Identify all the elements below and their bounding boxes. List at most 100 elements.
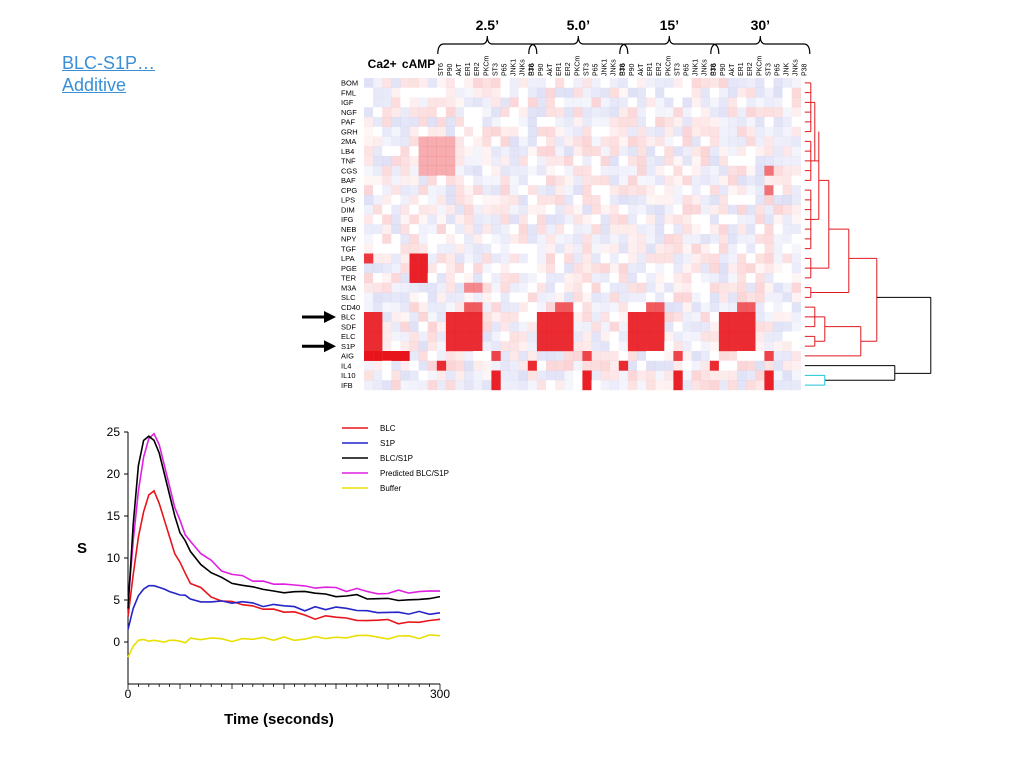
row-label: NPY xyxy=(341,235,356,244)
heatmap-cell xyxy=(455,185,465,196)
heatmap-cell xyxy=(427,156,437,166)
heatmap-cell xyxy=(536,380,547,391)
heatmap-cell xyxy=(773,292,783,303)
heatmap-cell xyxy=(464,117,474,127)
heatmap-cell xyxy=(655,360,665,371)
y-axis-label: S xyxy=(77,540,87,557)
heatmap-cell xyxy=(455,204,465,215)
heatmap-cell xyxy=(582,87,592,98)
heatmap-cell xyxy=(491,253,501,264)
heatmap-cell xyxy=(618,136,629,147)
heatmap-cell xyxy=(709,273,720,283)
heatmap-cell xyxy=(718,380,729,391)
heatmap-cell xyxy=(427,117,437,127)
heatmap-cell xyxy=(418,97,428,108)
heatmap-cell xyxy=(627,341,638,352)
heatmap-cell xyxy=(718,97,729,108)
heatmap-cell xyxy=(782,204,792,215)
heatmap-cell xyxy=(746,243,756,254)
heatmap-cell xyxy=(482,185,492,196)
heatmap-cell xyxy=(536,87,547,98)
heatmap-cell xyxy=(418,78,428,88)
heatmap-cell xyxy=(373,331,383,342)
heatmap-cell xyxy=(773,321,783,332)
title-line-2[interactable]: Additive xyxy=(62,75,127,95)
heatmap-cell xyxy=(500,165,510,176)
heatmap-cell xyxy=(764,360,774,371)
heatmap-cell xyxy=(564,107,574,118)
heatmap-cell xyxy=(737,273,747,283)
column-label: JNKs xyxy=(702,59,709,76)
heatmap-cell xyxy=(682,165,692,176)
heatmap-cell xyxy=(655,136,665,147)
heatmap-cell xyxy=(655,341,665,352)
heatmap-cell xyxy=(673,282,683,293)
heatmap-cell xyxy=(709,175,720,186)
heatmap-cell xyxy=(509,253,519,264)
heatmap-cell xyxy=(728,341,738,352)
heatmap-cell xyxy=(527,234,538,244)
heatmap-cell xyxy=(364,146,374,157)
heatmap-cell xyxy=(709,126,720,137)
heatmap-cell xyxy=(646,156,656,166)
heatmap-cell xyxy=(591,351,601,361)
heatmap-cell xyxy=(373,360,383,371)
heatmap-cell xyxy=(637,351,647,361)
heatmap-cell xyxy=(455,224,465,235)
heatmap-cell xyxy=(618,243,629,254)
heatmap-cell xyxy=(791,341,801,352)
heatmap-cell xyxy=(536,224,547,235)
heatmap-cell xyxy=(373,185,383,196)
heatmap-cell xyxy=(764,224,774,235)
slide-title-link[interactable]: BLC-S1P… Additive xyxy=(62,52,155,96)
column-label: P90 xyxy=(538,63,545,76)
heatmap-cell xyxy=(527,331,538,342)
heatmap-cell xyxy=(618,312,629,322)
heatmap-cell xyxy=(764,263,774,274)
heatmap-cell xyxy=(673,312,683,322)
heatmap-cell xyxy=(527,302,538,313)
heatmap-cell xyxy=(591,253,601,264)
heatmap-cell xyxy=(409,282,419,293)
heatmap-cell xyxy=(691,263,701,274)
heatmap-cell xyxy=(673,263,683,274)
group-label: cAMP xyxy=(402,57,435,71)
heatmap-cell xyxy=(373,273,383,283)
heatmap-cell xyxy=(382,87,392,98)
heatmap-cell xyxy=(409,156,419,166)
title-line-1[interactable]: BLC-S1P… xyxy=(62,53,156,73)
heatmap-cell xyxy=(591,292,601,303)
heatmap-cell xyxy=(391,97,401,108)
heatmap-cell xyxy=(664,380,674,391)
heatmap-cell xyxy=(746,78,756,88)
heatmap-cell xyxy=(518,214,528,225)
heatmap-cell xyxy=(500,253,510,264)
row-labels: BOMFMLIGFNGFPAFGRH2MALB4TNFCGSBAFCPGLPSD… xyxy=(341,79,360,390)
heatmap-cell xyxy=(755,253,765,264)
heatmap-cell xyxy=(500,195,510,205)
heatmap-cell xyxy=(427,97,437,108)
heatmap-cell xyxy=(391,321,401,332)
column-label: P38 xyxy=(802,63,809,76)
heatmap-cell xyxy=(464,97,474,108)
heatmap-cell xyxy=(500,204,510,215)
heatmap-cell xyxy=(791,156,801,166)
heatmap-cell xyxy=(391,185,401,196)
heatmap-cell xyxy=(637,263,647,274)
heatmap-cell xyxy=(391,331,401,342)
heatmap-cell xyxy=(455,165,465,176)
heatmap-cell xyxy=(509,136,519,147)
heatmap-cell xyxy=(400,175,410,186)
heatmap-cell xyxy=(373,214,383,225)
heatmap-cell xyxy=(518,78,528,88)
heatmap-cell xyxy=(418,195,428,205)
heatmap-cell xyxy=(464,380,474,391)
heatmap-cell xyxy=(382,302,392,313)
heatmap-cell xyxy=(773,175,783,186)
heatmap-cell xyxy=(609,321,619,332)
heatmap-cell xyxy=(491,360,501,371)
y-tick-label: 15 xyxy=(107,509,121,523)
legend-label: BLC/S1P xyxy=(380,454,413,463)
heatmap-cell xyxy=(700,234,710,244)
heatmap-cell xyxy=(682,234,692,244)
